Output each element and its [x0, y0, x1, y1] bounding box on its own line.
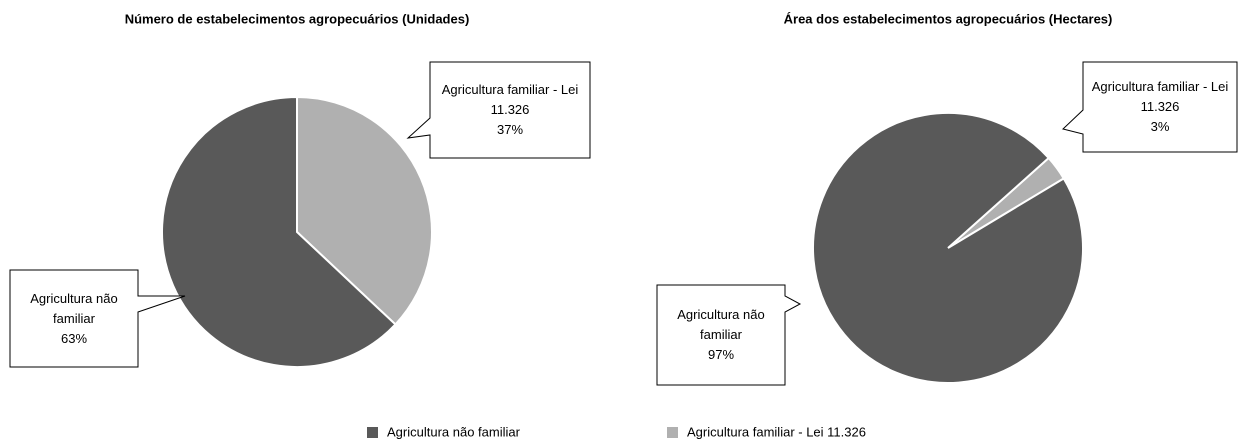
legend-label: Agricultura familiar - Lei 11.326 [687, 424, 866, 439]
label-category: Agricultura familiar - Lei 11.326 [441, 82, 579, 117]
legend-label: Agricultura não familiar [387, 424, 521, 439]
callout-box [1061, 61, 1238, 153]
label-value: 37% [496, 122, 524, 137]
data-label: Agricultura não familiar 63% [10, 270, 138, 367]
label-value: 3% [1150, 119, 1170, 134]
data-label: Agricultura não familiar 97% [657, 285, 785, 385]
label-category: Agricultura não familiar [30, 290, 118, 326]
callout-box [9, 269, 186, 368]
chart-title: Número de estabelecimentos agropecuários… [125, 11, 470, 26]
data-label: Agricultura familiar - Lei 11.326 3% [1083, 62, 1237, 152]
label-category: Agricultura familiar - Lei 11.326 [1091, 79, 1229, 114]
legend-swatch [667, 427, 678, 438]
label-value: 63% [60, 330, 88, 346]
label-value: 97% [707, 347, 735, 362]
pie-slice [296, 95, 433, 326]
callout-box [656, 284, 802, 386]
label-category: Agricultura não familiar [677, 307, 765, 342]
pie-slice [161, 95, 397, 368]
data-label: Agricultura familiar - Lei 11.326 37% [430, 62, 590, 158]
legend-swatch [367, 427, 378, 438]
callout-box [406, 61, 591, 159]
chart-title: Área dos estabelecimentos agropecuários … [784, 11, 1113, 26]
pie-slice [812, 112, 1084, 384]
